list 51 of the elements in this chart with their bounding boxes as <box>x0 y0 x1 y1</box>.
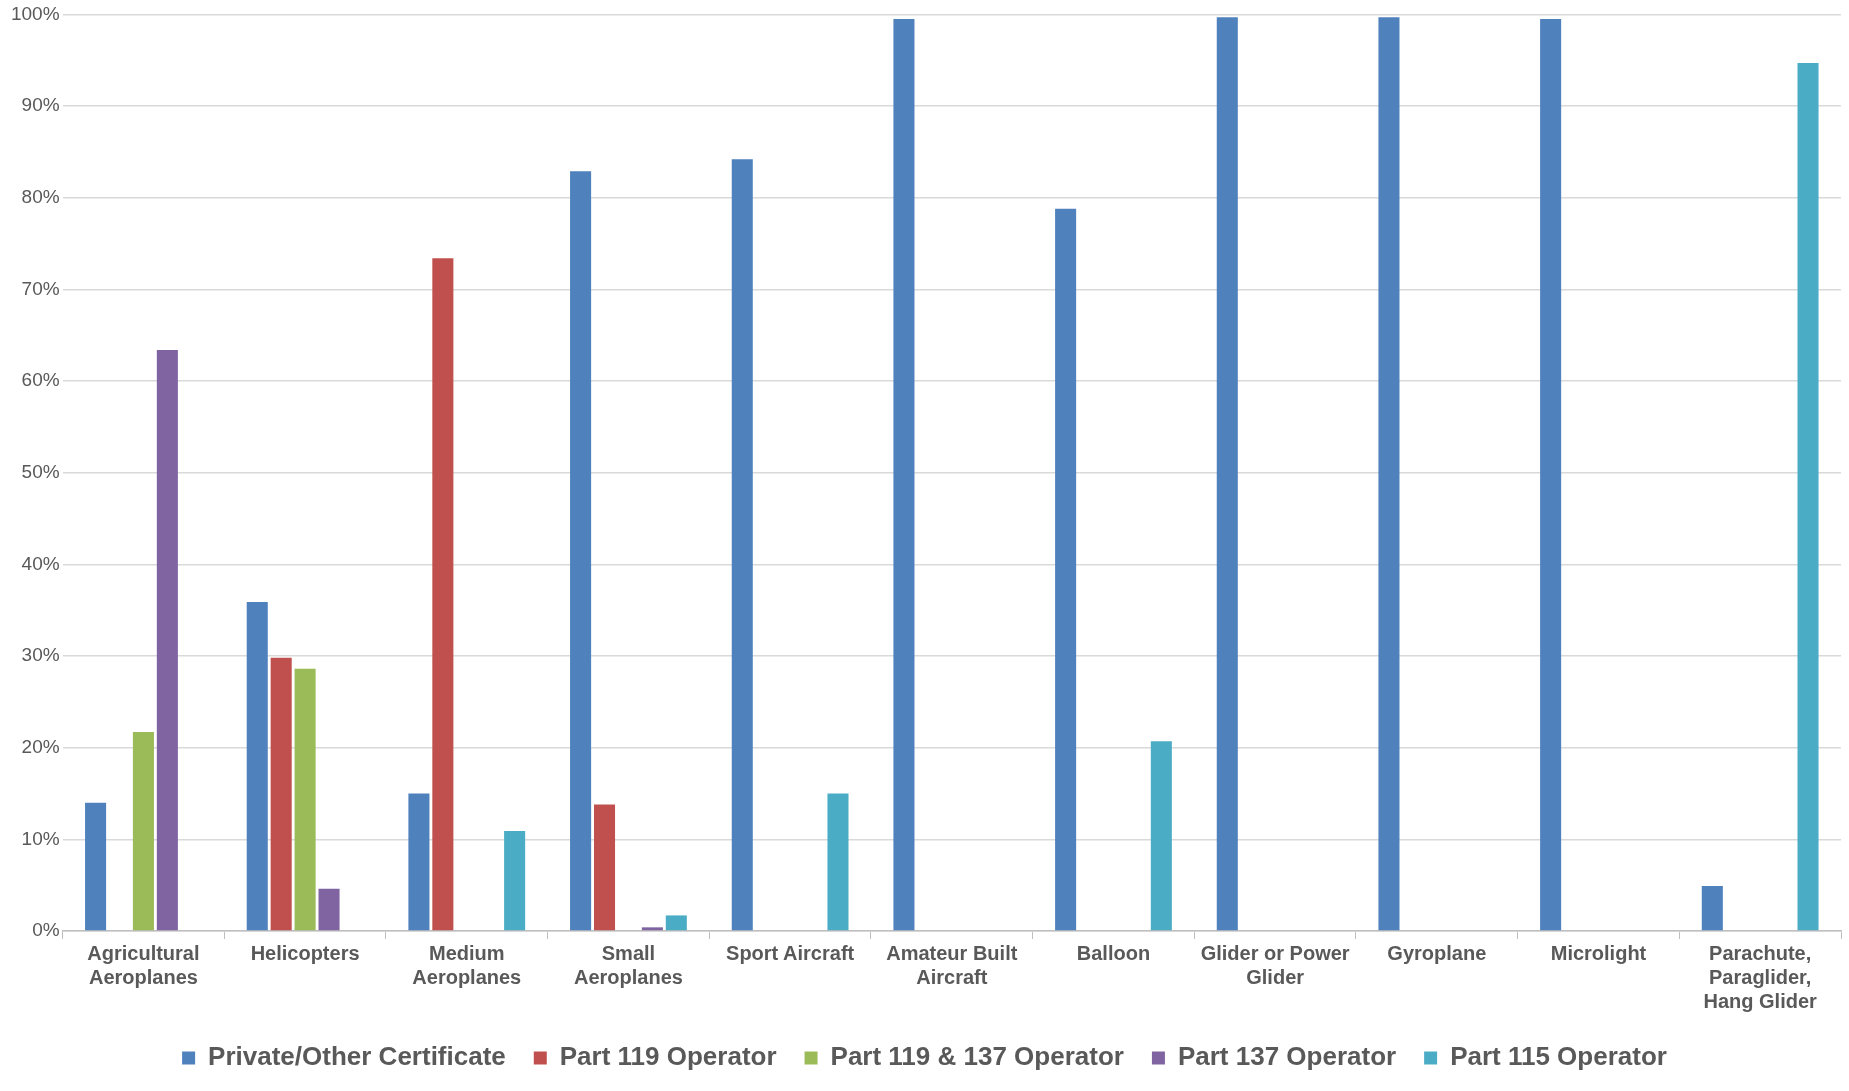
bar <box>318 888 340 931</box>
y-tick-label: 100% <box>10 2 60 24</box>
bar <box>594 804 616 931</box>
x-tick-label: Small Aeroplanes <box>573 941 683 988</box>
bar <box>270 657 292 931</box>
legend-label: Part 137 Operator <box>1177 1041 1397 1072</box>
x-tick-label: Parachute, Paraglider, Hang Glider <box>1703 941 1818 1012</box>
bar <box>731 159 753 931</box>
y-tick-label: 70% <box>21 277 60 299</box>
y-tick-label: 40% <box>21 552 60 574</box>
bar <box>1540 18 1562 931</box>
y-tick-label: 10% <box>21 827 60 849</box>
y-tick-label: 90% <box>21 94 60 116</box>
x-tick-label: Gyroplane <box>1387 941 1487 964</box>
bar <box>1055 208 1077 931</box>
x-tick-label: Glider or Power Glider <box>1200 941 1350 988</box>
bar <box>1701 886 1723 931</box>
legend-label: Part 119 & 137 Operator <box>830 1041 1124 1072</box>
legend-label: Private/Other Certificate <box>208 1041 506 1072</box>
bar <box>1216 17 1238 931</box>
bar <box>1797 62 1819 931</box>
x-tick-label: Amateur Built Aircraft <box>886 941 1018 988</box>
bar <box>827 793 849 931</box>
y-tick-label: 80% <box>21 185 60 207</box>
y-tick-label: 30% <box>21 644 60 666</box>
x-tick-label: Helicopters <box>250 941 360 964</box>
bar <box>408 793 430 931</box>
bar <box>665 915 687 931</box>
bar <box>1378 17 1400 931</box>
x-tick-label: Sport Aircraft <box>726 941 855 964</box>
legend-label: Part 115 Operator <box>1450 1041 1667 1072</box>
y-tick-label: 50% <box>21 460 60 482</box>
bar <box>85 802 107 931</box>
y-tick-label: 0% <box>32 919 60 941</box>
bar <box>432 258 454 931</box>
bar <box>156 349 178 931</box>
bar <box>294 668 316 931</box>
bar <box>893 18 915 931</box>
bar <box>504 831 526 931</box>
y-tick-label: 20% <box>21 735 60 757</box>
bar <box>246 601 268 931</box>
x-tick-label: Microlight <box>1550 941 1647 964</box>
x-tick-label: Balloon <box>1076 941 1151 964</box>
x-tick-label: Agricultural Aeroplanes <box>87 941 200 988</box>
x-tick-label: Medium Aeroplanes <box>412 941 522 988</box>
bar <box>570 171 592 931</box>
bar <box>132 732 154 931</box>
bar <box>1150 741 1172 931</box>
y-tick-label: 60% <box>21 369 60 391</box>
legend-label: Part 119 Operator <box>559 1041 777 1072</box>
bar <box>641 927 663 931</box>
